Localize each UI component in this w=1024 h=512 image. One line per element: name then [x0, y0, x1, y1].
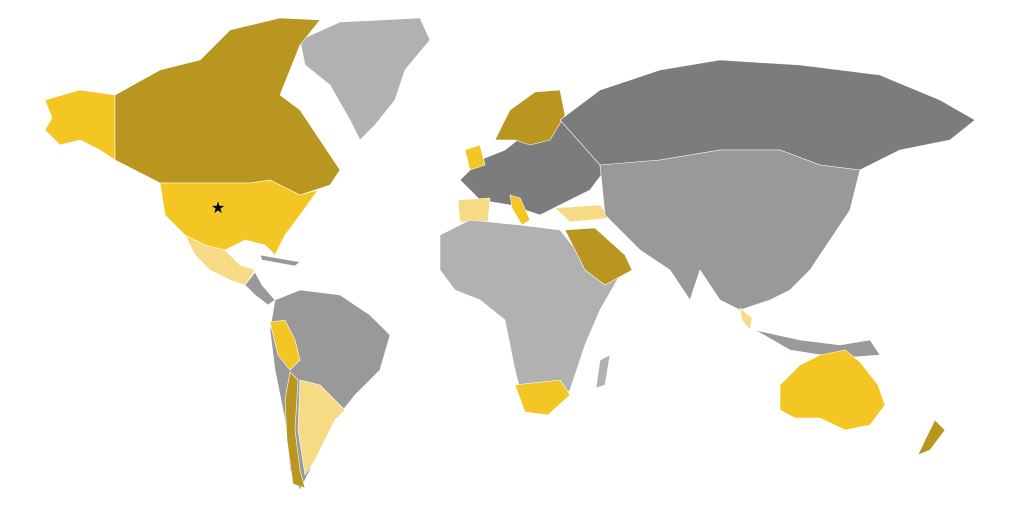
country-madagascar[interactable]: [595, 354, 611, 389]
country-indonesia[interactable]: [754, 329, 881, 359]
star-marker-icon: ★: [211, 198, 225, 217]
country-malaysia[interactable]: [739, 307, 753, 331]
country-uk[interactable]: [464, 144, 486, 171]
country-turkey[interactable]: [554, 204, 611, 223]
country-norway-sweden-finland[interactable]: [494, 89, 566, 146]
country-south-africa[interactable]: [514, 379, 571, 416]
country-alaska[interactable]: [44, 89, 116, 161]
country-spain[interactable]: [457, 197, 491, 223]
country-chile[interactable]: [284, 371, 306, 489]
country-mexico[interactable]: [184, 234, 256, 286]
country-italy[interactable]: [509, 194, 531, 226]
country-greenland[interactable]: [299, 17, 431, 141]
country-new-zealand[interactable]: [917, 419, 946, 456]
country-saudi-arabia[interactable]: [564, 227, 633, 286]
region-africa[interactable]: [439, 219, 621, 416]
country-peru[interactable]: [269, 319, 301, 371]
countries: [44, 17, 976, 491]
country-australia[interactable]: [779, 349, 886, 431]
region-asia[interactable]: [599, 149, 861, 311]
country-argentina[interactable]: [297, 379, 346, 476]
